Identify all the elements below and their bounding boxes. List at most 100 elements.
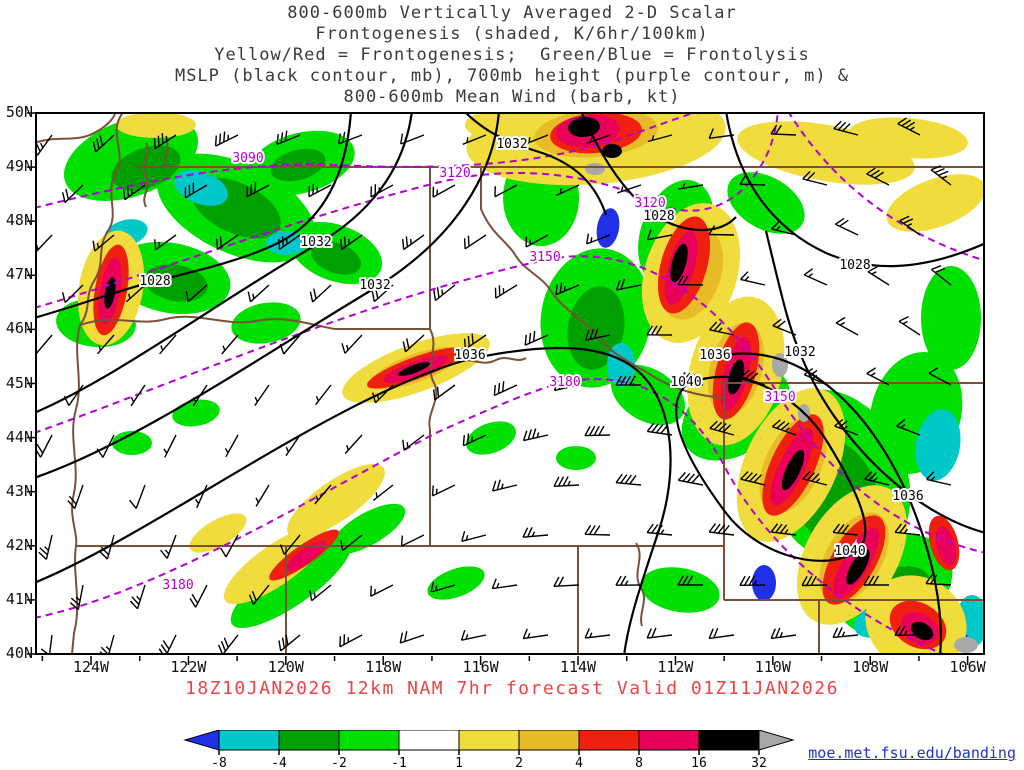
wind-barb xyxy=(400,133,425,145)
shading-blob xyxy=(727,172,805,234)
wind-barb xyxy=(462,433,487,447)
colorbar-tick-label: -2 xyxy=(331,756,347,770)
wind-barb xyxy=(40,634,53,654)
wind-barb xyxy=(221,334,239,355)
colorbar-tick-label: -4 xyxy=(271,756,287,770)
wind-barb xyxy=(615,575,642,586)
wind-barb xyxy=(433,384,456,401)
wind-barb xyxy=(770,627,797,640)
mslp-contour-line xyxy=(36,113,413,414)
mslp-contour-line xyxy=(36,113,500,479)
wind-barb xyxy=(370,584,394,597)
mslp-contour-label: 1032 xyxy=(359,278,390,293)
wind-barb xyxy=(279,534,301,555)
wind-barb xyxy=(370,184,394,198)
height-contour-line xyxy=(36,113,698,209)
wind-barb xyxy=(372,384,394,404)
wind-barb xyxy=(129,584,146,610)
state-borders-layer xyxy=(36,113,984,654)
lat-axis-label: 41N xyxy=(5,589,33,608)
mslp-contour-line xyxy=(36,346,672,654)
mslp-contour-line xyxy=(36,113,352,319)
shading-blob xyxy=(466,421,516,455)
wind-barb xyxy=(36,134,53,156)
axis-ticks xyxy=(27,112,969,665)
wind-barb xyxy=(925,574,952,586)
lon-axis-label: 110W xyxy=(754,658,791,676)
mslp-contour-label: 1032 xyxy=(496,137,527,152)
wind-barb xyxy=(61,184,84,204)
lat-axis-label: 45N xyxy=(5,373,33,392)
height-contour-label: 3150 xyxy=(529,250,560,265)
lat-axis-label: 49N xyxy=(5,157,33,176)
mslp-contour-label: 1028 xyxy=(839,258,870,273)
height-contour-label: 3180 xyxy=(162,578,193,593)
wind-barb xyxy=(184,182,208,199)
wind-barb xyxy=(160,534,177,559)
lat-axis-label: 40N xyxy=(5,644,33,662)
wind-barb xyxy=(341,334,363,354)
banding-link[interactable]: moe.met.fsu.edu/banding xyxy=(808,744,1016,762)
shading-blob xyxy=(848,117,968,159)
wind-barb xyxy=(96,434,115,458)
wind-barb xyxy=(864,471,890,486)
colorbar-tick-label: 4 xyxy=(575,756,583,770)
wind-barb xyxy=(340,534,363,552)
wind-barb xyxy=(833,120,859,136)
wind-barb xyxy=(524,330,549,346)
colorbar-tick-label: 16 xyxy=(691,756,707,770)
shading-blob xyxy=(602,144,622,158)
wind-barb xyxy=(770,523,797,536)
lon-axis-label: 106W xyxy=(949,658,986,676)
wind-barb xyxy=(219,534,239,558)
wind-barb xyxy=(770,124,797,136)
shading-blob xyxy=(886,174,984,232)
mslp-contour-line xyxy=(725,113,984,268)
wind-barb xyxy=(522,628,549,640)
state-border-line xyxy=(36,113,117,144)
wind-barb xyxy=(835,316,859,336)
wind-barb xyxy=(709,420,735,436)
colorbar-segment xyxy=(518,730,580,751)
wind-barb xyxy=(646,627,673,639)
shading-blob xyxy=(112,431,152,455)
title-line-2: Frontogenesis (shaded, K/6hr/100km) xyxy=(315,24,709,44)
shading-blob xyxy=(568,116,600,138)
height-contour-label: 3150 xyxy=(764,390,795,405)
mslp-contour-label: 1040 xyxy=(670,375,701,390)
wind-barb xyxy=(586,233,611,245)
height-contour-line xyxy=(36,378,946,654)
lon-axis-label: 116W xyxy=(462,658,499,676)
wind-barb xyxy=(248,584,270,605)
wind-barb xyxy=(278,634,301,652)
wind-barb xyxy=(433,284,456,302)
wind-barb xyxy=(524,134,549,145)
wind-barb xyxy=(926,471,952,486)
wind-barb xyxy=(308,183,332,198)
wind-barb xyxy=(491,578,518,590)
colorbar-segment xyxy=(398,730,460,751)
colorbar-tick-label: -8 xyxy=(211,756,227,770)
wind-barb xyxy=(772,318,797,336)
wind-barb xyxy=(92,134,115,153)
wind-barb xyxy=(463,333,487,350)
wind-barb xyxy=(866,367,890,386)
wind-barb xyxy=(708,128,735,139)
lon-axis-label: 120W xyxy=(267,658,304,676)
mslp-contour-label: 1032 xyxy=(300,235,331,250)
shading-blob xyxy=(921,266,981,370)
colorbar-segment xyxy=(338,730,400,751)
wind-barb xyxy=(123,184,146,201)
shading-blob xyxy=(640,567,720,613)
wind-barb xyxy=(255,484,270,507)
colorbar-tick-label: 8 xyxy=(635,756,643,770)
lon-axis-label: 118W xyxy=(365,658,402,676)
wind-barb xyxy=(372,484,394,501)
wind-barb xyxy=(646,422,673,436)
height-contour-label: 3120 xyxy=(634,196,665,211)
height-contour-label: 3180 xyxy=(549,375,580,390)
colorbar-left-arrow xyxy=(183,730,220,751)
wind-barb xyxy=(556,184,580,197)
wind-barb xyxy=(96,334,115,355)
